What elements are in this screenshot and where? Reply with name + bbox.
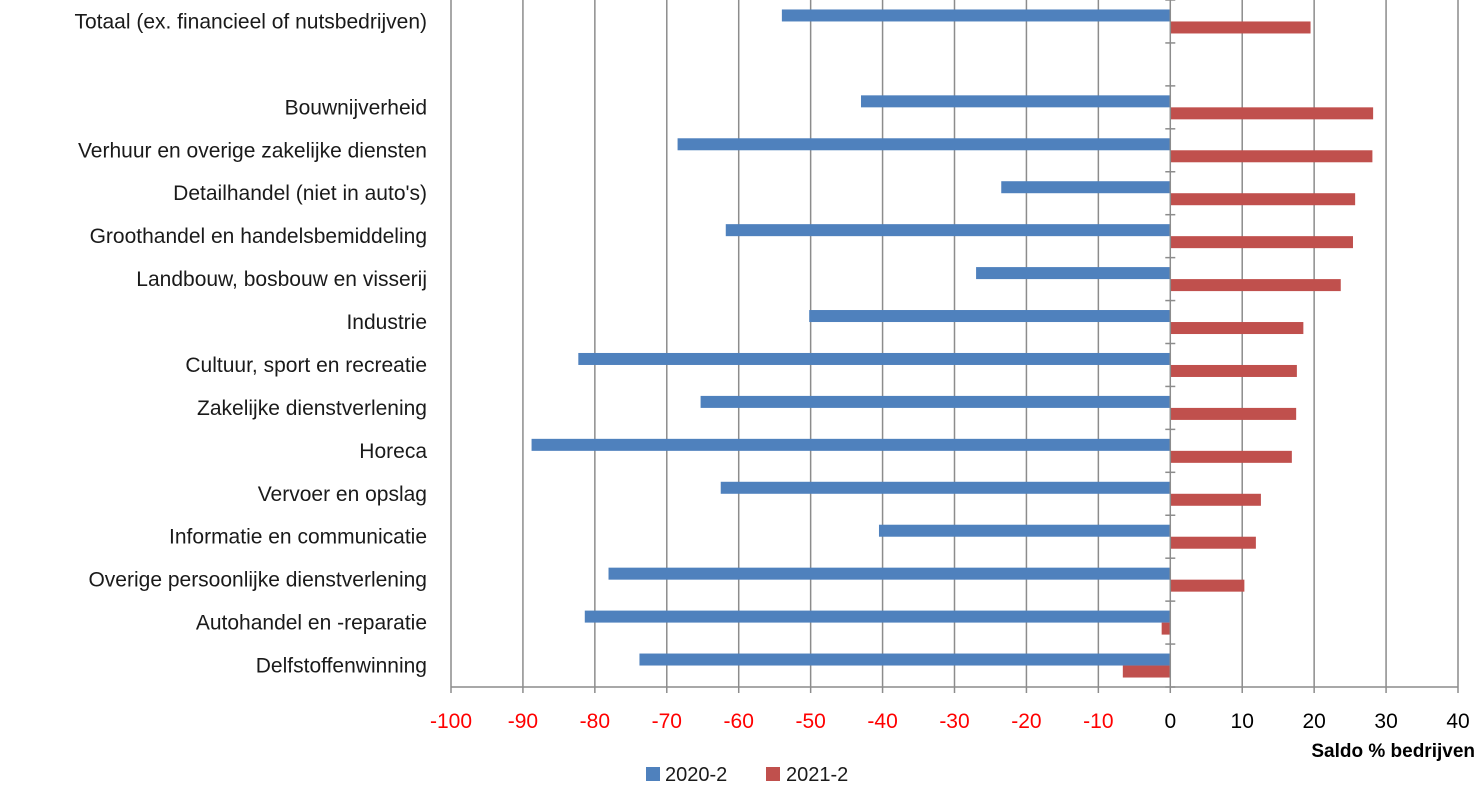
bar-2020-2: [700, 395, 1171, 408]
bar-2021-2: [1170, 579, 1245, 592]
bar-2021-2: [1170, 150, 1373, 163]
bar-2021-2: [1122, 665, 1171, 678]
bar-2021-2: [1170, 279, 1341, 292]
legend: 2020-2 2021-2: [646, 764, 848, 785]
bar-2021-2: [1170, 364, 1297, 377]
category-label: Overige persoonlijke dienstverlening: [88, 569, 427, 592]
x-tick-labels: -100 -90 -80 -70 -60 -50 -40 -30 -20 -10 0 10 20 30 40: [430, 710, 1470, 733]
category-labels: Totaal (ex. financieel of nutsbedrijven)…: [74, 10, 427, 677]
category-label: Vervoer en opslag: [258, 483, 427, 506]
bar-2020-2: [639, 653, 1171, 666]
bar-2020-2: [860, 95, 1171, 108]
category-label: Informatie en communicatie: [169, 526, 427, 549]
x-tick-label: -50: [795, 710, 825, 733]
x-tick-label: 10: [1231, 710, 1254, 733]
legend-label-2020-2: 2020-2: [665, 764, 727, 785]
bar-2020-2: [976, 267, 1171, 280]
x-tick-label: 40: [1446, 710, 1469, 733]
category-label: Autohandel en -reparatie: [196, 612, 427, 635]
bar-2020-2: [677, 138, 1171, 151]
category-label: Bouwnijverheid: [285, 96, 427, 119]
bar-2021-2: [1170, 107, 1374, 120]
bar-2021-2: [1170, 493, 1261, 506]
category-label: Horeca: [359, 440, 427, 463]
bar-2021-2: [1170, 407, 1297, 420]
bar-2020-2: [878, 524, 1171, 537]
category-label: Groothandel en handelsbemiddeling: [90, 225, 427, 248]
bar-2021-2: [1161, 622, 1171, 635]
bar-2020-2: [578, 352, 1171, 365]
category-label: Delfstoffenwinning: [256, 655, 427, 678]
bar-2021-2: [1170, 450, 1292, 463]
legend-swatch-2020-2: [646, 767, 660, 781]
bar-2020-2: [531, 438, 1171, 451]
x-tick-label: -10: [1083, 710, 1113, 733]
x-tick-label: 20: [1302, 710, 1325, 733]
axes: [450, 0, 1459, 693]
x-tick-label: -70: [652, 710, 682, 733]
category-label: Totaal (ex. financieel of nutsbedrijven): [74, 10, 427, 33]
bar-2020-2: [809, 310, 1171, 323]
x-tick-label: -60: [724, 710, 754, 733]
x-tick-label: -20: [1011, 710, 1041, 733]
bar-2021-2: [1170, 322, 1304, 335]
bar-2020-2: [725, 224, 1171, 237]
bar-2021-2: [1170, 236, 1353, 249]
category-label: Industrie: [346, 311, 427, 334]
bar-2020-2: [584, 610, 1171, 623]
x-tick-label: -90: [508, 710, 538, 733]
category-label: Zakelijke dienstverlening: [197, 397, 427, 420]
category-label: Verhuur en overige zakelijke diensten: [78, 139, 427, 162]
bar-2020-2: [608, 567, 1171, 580]
legend-swatch-2021-2: [766, 767, 780, 781]
category-label: Detailhandel (niet in auto's): [173, 182, 427, 205]
x-tick-label: 30: [1374, 710, 1397, 733]
bar-2020-2: [720, 481, 1171, 494]
bar-2021-2: [1170, 536, 1256, 549]
x-axis-title: Saldo % bedrijven: [1311, 741, 1475, 762]
bar-2021-2: [1170, 193, 1356, 206]
bar-2020-2: [781, 9, 1171, 22]
category-label: Landbouw, bosbouw en visserij: [136, 268, 427, 291]
bars: [531, 9, 1374, 678]
x-tick-label: -40: [867, 710, 897, 733]
x-tick-label: -80: [580, 710, 610, 733]
category-label: Cultuur, sport en recreatie: [185, 354, 427, 377]
bar-2021-2: [1170, 21, 1311, 34]
x-tick-label: 0: [1164, 710, 1176, 733]
bar-2020-2: [1001, 181, 1171, 194]
x-tick-label: -100: [430, 710, 472, 733]
x-tick-label: -30: [939, 710, 969, 733]
legend-label-2021-2: 2021-2: [786, 764, 848, 785]
